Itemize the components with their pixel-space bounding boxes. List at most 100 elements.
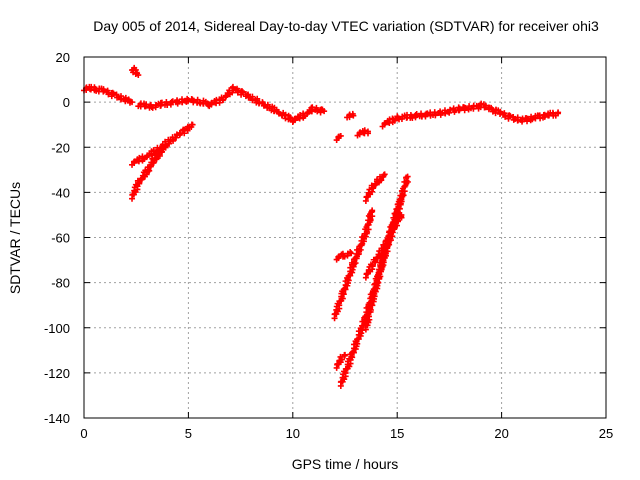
series-track-f — [344, 110, 357, 121]
series-track-h — [354, 127, 372, 139]
data-point — [364, 128, 371, 135]
data-point — [378, 177, 385, 184]
series-track-j — [475, 100, 562, 125]
data-point — [338, 356, 345, 363]
data-point — [373, 279, 380, 286]
data-point — [456, 105, 463, 112]
y-tick-label: -120 — [44, 366, 70, 381]
series-track-b — [129, 64, 142, 79]
data-point — [378, 257, 385, 264]
x-tick-label: 20 — [494, 426, 508, 441]
data-point — [391, 117, 398, 124]
data-point — [381, 171, 388, 178]
data-point — [147, 101, 154, 108]
series-track-r — [362, 211, 405, 281]
data-point — [369, 207, 376, 214]
data-point — [398, 211, 405, 218]
data-point — [335, 255, 342, 262]
y-tick-label: -60 — [51, 231, 70, 246]
data-point — [371, 182, 378, 189]
data-point — [370, 288, 377, 295]
data-point — [162, 144, 169, 151]
series-track-o — [333, 351, 348, 371]
data-point — [109, 89, 116, 96]
axis-ticks: 0 5 10 15 20 25 -140 -120 -100 -80 -60 -40 -20 0 20 — [44, 50, 613, 441]
data-point — [229, 83, 236, 90]
data-point — [379, 247, 386, 254]
series-track-c — [135, 95, 213, 111]
series-track-q — [362, 173, 411, 333]
data-point — [384, 237, 391, 244]
data-point — [196, 99, 203, 106]
data-point — [446, 109, 453, 116]
data-points — [81, 64, 562, 389]
data-point — [344, 252, 351, 259]
data-point — [337, 379, 344, 386]
data-point — [163, 98, 170, 105]
data-point — [131, 160, 138, 167]
series-track-s — [362, 171, 388, 204]
data-point — [348, 250, 355, 257]
data-point — [337, 132, 344, 139]
data-point — [291, 117, 298, 124]
x-tick-label: 25 — [599, 426, 613, 441]
data-point — [470, 103, 477, 110]
data-point — [208, 101, 215, 108]
series-track-d — [206, 83, 297, 125]
plot-frame — [83, 56, 607, 419]
data-point — [345, 272, 352, 279]
data-point — [349, 266, 356, 273]
data-point — [105, 91, 112, 98]
y-tick-label: -100 — [44, 321, 70, 336]
data-point — [152, 104, 159, 111]
data-point — [331, 311, 338, 318]
data-point — [404, 173, 411, 180]
data-point — [314, 108, 321, 115]
data-point — [356, 131, 363, 138]
data-point — [361, 127, 368, 134]
series-track-m — [331, 207, 376, 322]
data-point — [129, 191, 136, 198]
data-point — [375, 271, 382, 278]
data-point — [239, 89, 246, 96]
data-point — [342, 351, 348, 358]
data-point — [367, 302, 374, 309]
data-point — [404, 178, 411, 185]
data-point — [135, 72, 142, 79]
y-tick-label: 0 — [63, 95, 70, 110]
data-point — [541, 113, 548, 120]
series-track-k — [129, 121, 196, 168]
y-axis-label: SDTVAR / TECUs — [7, 182, 23, 294]
data-point — [129, 99, 136, 106]
data-point — [352, 255, 359, 262]
data-point — [173, 134, 180, 141]
data-point — [363, 271, 370, 278]
data-point — [146, 163, 153, 170]
data-point — [349, 349, 356, 356]
series-track-i — [379, 102, 482, 130]
data-point — [239, 88, 246, 95]
data-point — [372, 258, 379, 265]
x-tick-label: 5 — [185, 426, 192, 441]
y-tick-label: -40 — [51, 185, 70, 200]
data-point — [189, 121, 196, 128]
data-point — [222, 94, 229, 101]
data-point — [554, 110, 561, 117]
data-point — [137, 176, 144, 183]
data-point — [166, 140, 173, 147]
data-point — [373, 255, 380, 262]
data-point — [91, 84, 98, 91]
x-tick-label: 0 — [80, 426, 87, 441]
data-point — [304, 110, 311, 117]
data-point — [143, 154, 150, 161]
data-point — [153, 156, 160, 163]
data-point — [549, 109, 556, 116]
data-point — [234, 89, 241, 96]
data-point — [376, 268, 383, 275]
data-point — [396, 205, 403, 212]
data-point — [350, 112, 357, 119]
data-point — [355, 251, 362, 258]
data-point — [497, 108, 504, 115]
series-track-n — [333, 249, 355, 263]
